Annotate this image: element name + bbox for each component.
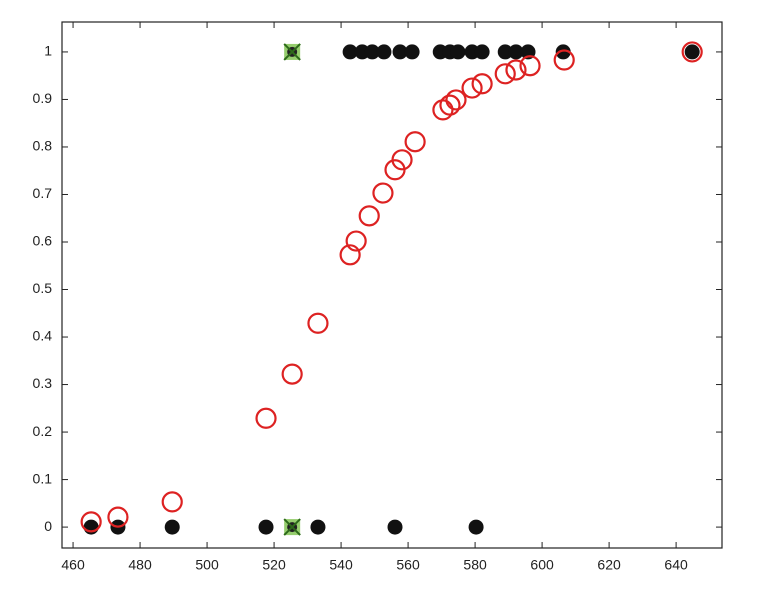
data-point xyxy=(310,519,326,535)
y-tick-label: 0.9 xyxy=(33,90,53,106)
y-tick-label: 0.3 xyxy=(33,375,53,391)
cross-point xyxy=(283,518,301,536)
data-point xyxy=(684,44,700,60)
predicted-point xyxy=(345,230,367,252)
predicted-point xyxy=(404,131,426,153)
y-tick-label: 0.4 xyxy=(33,328,53,344)
predicted-point xyxy=(471,73,493,95)
x-tick-label: 520 xyxy=(262,557,286,573)
predicted-point xyxy=(161,491,183,513)
cross-part xyxy=(283,43,301,61)
y-tick-label: 0.1 xyxy=(33,470,53,486)
x-tick-label: 640 xyxy=(664,557,688,573)
x-tick-label: 560 xyxy=(396,557,420,573)
x-tick-label: 620 xyxy=(597,557,621,573)
y-tick-label: 0.8 xyxy=(33,138,53,154)
data-point xyxy=(450,44,466,60)
predicted-point xyxy=(519,55,541,77)
x-tick-label: 480 xyxy=(128,557,152,573)
data-point xyxy=(258,519,274,535)
data-point xyxy=(164,519,180,535)
data-point xyxy=(364,44,380,60)
predicted-point xyxy=(391,149,413,171)
predicted-point xyxy=(80,511,102,533)
predicted-point xyxy=(553,49,575,71)
data-point xyxy=(508,44,524,60)
data-point xyxy=(468,519,484,535)
predicted-point xyxy=(372,182,394,204)
data-point xyxy=(404,44,420,60)
data-point xyxy=(392,44,408,60)
predicted-point xyxy=(445,89,467,111)
data-point xyxy=(555,44,571,60)
x-tick-label: 580 xyxy=(463,557,487,573)
x-tick-label: 460 xyxy=(61,557,85,573)
y-tick-label: 1 xyxy=(44,43,52,59)
cross-part xyxy=(283,518,301,536)
predicted-point xyxy=(281,363,303,385)
predicted-point xyxy=(505,59,527,81)
predicted-point xyxy=(358,205,380,227)
predicted-point xyxy=(461,77,483,99)
y-tick-label: 0.2 xyxy=(33,423,53,439)
data-point xyxy=(497,44,513,60)
y-tick-label: 0.5 xyxy=(33,280,53,296)
x-tick-label: 600 xyxy=(530,557,554,573)
predicted-point xyxy=(107,506,129,528)
y-tick-label: 0 xyxy=(44,518,52,534)
cross-point xyxy=(283,43,301,61)
predicted-point xyxy=(681,41,703,63)
data-point xyxy=(342,44,358,60)
predicted-point xyxy=(339,244,361,266)
predicted-point xyxy=(494,63,516,85)
x-tick-label: 500 xyxy=(195,557,219,573)
predicted-point xyxy=(255,407,277,429)
data-point xyxy=(387,519,403,535)
data-point xyxy=(376,44,392,60)
data-point xyxy=(474,44,490,60)
predicted-point xyxy=(439,94,461,116)
y-tick-label: 0.6 xyxy=(33,233,53,249)
y-tick-label: 0.7 xyxy=(33,185,53,201)
x-tick-label: 540 xyxy=(329,557,353,573)
predicted-point xyxy=(307,312,329,334)
plot-frame xyxy=(61,21,723,549)
